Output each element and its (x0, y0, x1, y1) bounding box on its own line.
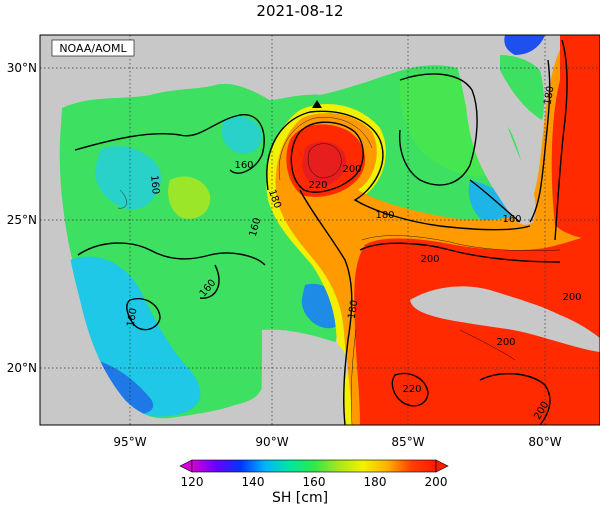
contour-160-florida (469, 179, 521, 223)
lat-label: 30°N (7, 61, 37, 75)
map-area: 220 200 180 160 160 160 160 180 160 160 … (40, 35, 600, 425)
station-marker-icon (312, 100, 322, 108)
cuba-land (410, 286, 600, 352)
colorbar-gradient (191, 459, 437, 473)
colorbar: 120 140 160 180 200 (179, 459, 449, 489)
map-frame (39, 34, 600, 426)
contour-label: 180 (375, 210, 394, 221)
colorbar-tick: 120 (181, 475, 204, 489)
warm-eddy-core (302, 141, 347, 186)
contour-180-atlantic (529, 59, 551, 223)
contour-label: 200 (562, 292, 581, 303)
yellow-green-center (168, 176, 211, 219)
contour-label: 160 (234, 160, 253, 171)
lat-label: 20°N (7, 361, 37, 375)
contour-lines (74, 39, 568, 425)
contour-label: 160 (502, 214, 521, 225)
colorbar-ticks: 120 140 160 180 200 (181, 475, 448, 489)
colorbar-right-extension (435, 459, 449, 473)
contour-160-central (199, 264, 220, 299)
colorbar-tick: 140 (242, 475, 265, 489)
mexico-land (40, 108, 180, 425)
contour-160-west (77, 242, 266, 266)
florida-shelf-low (468, 180, 521, 227)
lon-label: 85°W (391, 435, 424, 449)
colorbar-label: SH [cm] (271, 490, 329, 506)
map-title: 2021-08-12 (256, 2, 344, 20)
contour-label: 200 (496, 337, 515, 348)
loop-current-red (354, 235, 600, 425)
atlantic-nw-green (500, 55, 545, 120)
colorbar-left-extension (179, 459, 193, 473)
contour-220-caribbean (391, 372, 429, 407)
contour-label-group: 220 200 180 160 160 160 160 180 160 160 … (125, 85, 581, 422)
contour-label: 180 (346, 299, 360, 320)
atlantic-nw-blue (504, 35, 545, 55)
west-center-cyan (95, 146, 161, 210)
contour-label: 180 (542, 85, 556, 106)
contour-160-north (74, 114, 265, 174)
contour-160-sw (126, 298, 161, 331)
north-cyan-patch (221, 115, 262, 155)
contour-200-south (359, 242, 561, 263)
contour-180-south (299, 189, 353, 425)
contour-200-atlantic (554, 39, 568, 241)
southwest-low (95, 360, 154, 415)
yucatan-land (260, 329, 348, 425)
colorbar-tick: 200 (425, 475, 448, 489)
contour-200-caribbean (479, 372, 551, 425)
credit-box: NOAA/AOML (51, 39, 135, 57)
lon-label: 90°W (255, 435, 288, 449)
contour-label: 220 (402, 384, 421, 395)
lon-label: 80°W (528, 435, 561, 449)
colorbar-tick: 160 (303, 475, 326, 489)
lon-label: 95°W (113, 435, 146, 449)
contour-label: 200 (342, 164, 361, 175)
contour-label: 160 (148, 175, 161, 195)
graticule (40, 35, 600, 425)
contour-label: 200 (420, 254, 439, 265)
contour-160-east (398, 73, 478, 186)
thin-contours (117, 117, 561, 425)
credit-label: NOAA/AOML (59, 42, 127, 55)
contour-label: 220 (308, 180, 327, 191)
colorbar-tick: 180 (364, 475, 387, 489)
lat-label: 25°N (7, 213, 37, 227)
us-coast-land (40, 35, 505, 115)
atlantic-warm-strip (551, 35, 600, 240)
lon-axis: 95°W 90°W 85°W 80°W (113, 435, 561, 449)
contour-180-loop (266, 110, 531, 231)
lat-axis: 30°N 25°N 20°N (7, 61, 37, 375)
contour-200-loop (290, 121, 364, 193)
contour-label: 160 (248, 217, 264, 238)
contour-label: 160 (125, 307, 139, 328)
